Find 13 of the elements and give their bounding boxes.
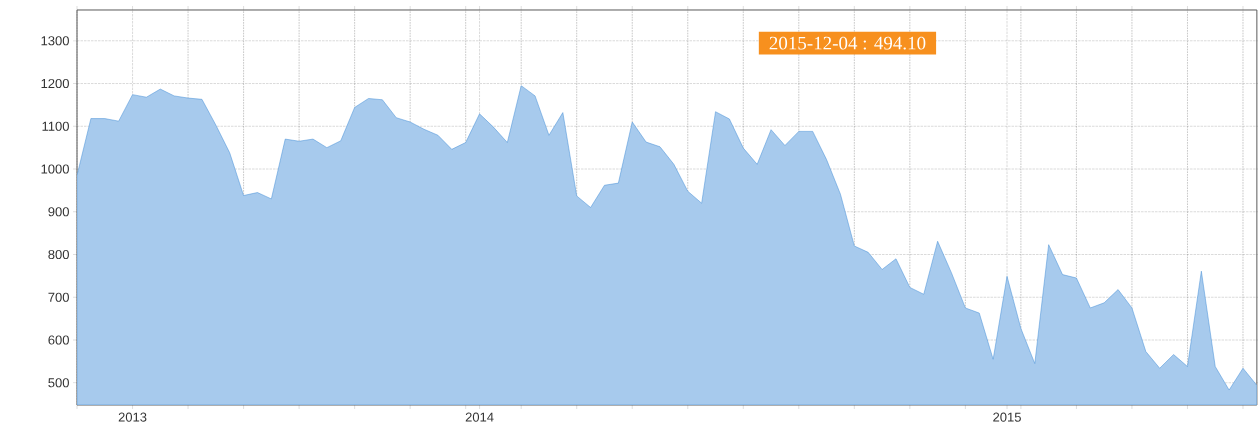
y-tick-label: 900	[48, 207, 69, 217]
x-tick-label: 2013	[118, 412, 147, 422]
y-tick-label: 1100	[42, 121, 69, 131]
x-tick-label: 2014	[465, 412, 494, 422]
annotation: 2015-12-04 : 494.10	[769, 36, 926, 50]
y-tick-label: 600	[48, 335, 69, 345]
y-tick-label: 700	[48, 292, 69, 302]
y-tick-label: 1200	[41, 78, 69, 89]
x-tick-label: 2015	[993, 412, 1021, 422]
y-tick-label: 500	[48, 378, 69, 388]
y-tick-label: 1300	[41, 36, 69, 46]
y-tick-label: 800	[48, 249, 69, 260]
y-tick-label: 1000	[41, 164, 69, 174]
